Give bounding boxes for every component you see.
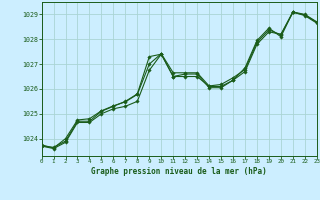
X-axis label: Graphe pression niveau de la mer (hPa): Graphe pression niveau de la mer (hPa): [91, 167, 267, 176]
